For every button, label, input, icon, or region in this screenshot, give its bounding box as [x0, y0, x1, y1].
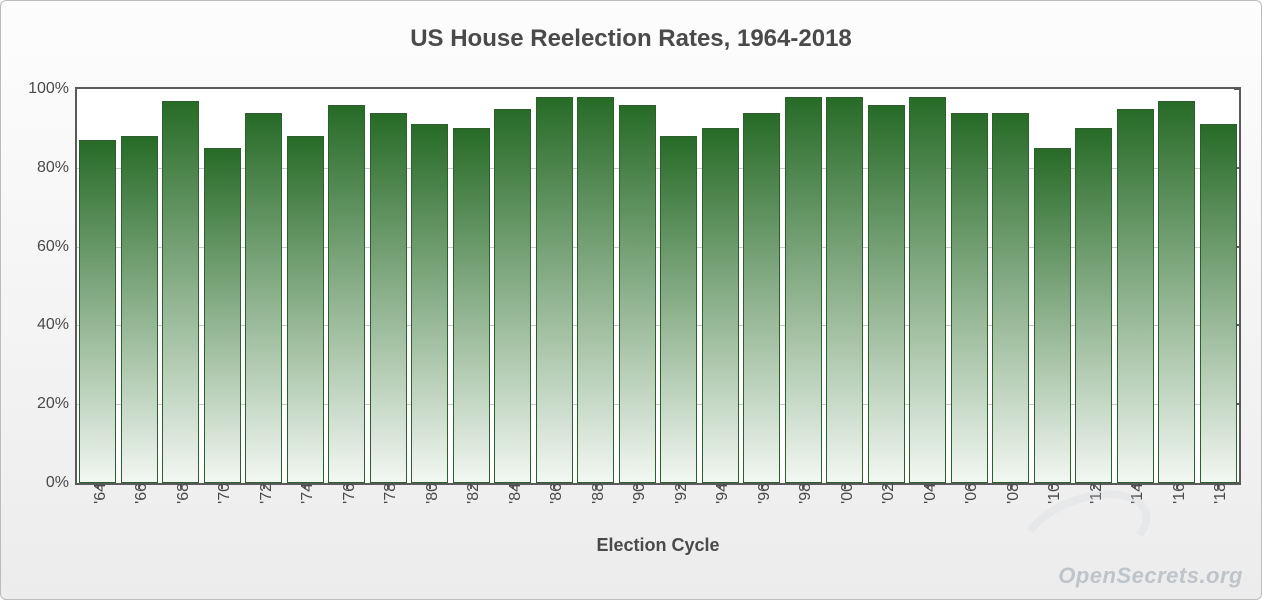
x-tick-label: '08: [999, 483, 1023, 504]
bar: [79, 140, 116, 483]
x-axis-label: Election Cycle: [77, 535, 1239, 556]
bar: [1117, 109, 1154, 483]
x-tick-label: '80: [418, 483, 442, 504]
x-tick-label: '12: [1082, 483, 1106, 504]
bar: [1075, 128, 1112, 483]
bar: [536, 97, 573, 483]
x-tick-label: '72: [252, 483, 276, 504]
bar: [1158, 101, 1195, 483]
plot-area: 0%20%40%60%80%100%'64'66'68'70'72'74'76'…: [75, 87, 1241, 485]
x-tick-label: '88: [584, 483, 608, 504]
bar: [660, 136, 697, 483]
chart-title: US House Reelection Rates, 1964-2018: [1, 25, 1261, 53]
y-tick-mark: [1234, 88, 1241, 90]
bar: [577, 97, 614, 483]
bar: [204, 148, 241, 483]
x-tick-label: '94: [708, 483, 732, 504]
y-tick-label: 40%: [37, 316, 77, 334]
y-tick-label: 20%: [37, 395, 77, 413]
bar: [992, 113, 1029, 483]
bar: [245, 113, 282, 483]
y-tick-label: 60%: [37, 238, 77, 256]
bar: [826, 97, 863, 483]
x-tick-label: '04: [916, 483, 940, 504]
x-tick-label: '06: [957, 483, 981, 504]
x-tick-label: '18: [1206, 483, 1230, 504]
bar: [1200, 124, 1237, 483]
x-tick-label: '90: [625, 483, 649, 504]
bar: [494, 109, 531, 483]
x-tick-label: '78: [376, 483, 400, 504]
y-tick-label: 80%: [37, 159, 77, 177]
x-tick-label: '68: [169, 483, 193, 504]
x-tick-label: '86: [542, 483, 566, 504]
bar: [702, 128, 739, 483]
x-tick-label: '64: [86, 483, 110, 504]
bar: [951, 113, 988, 483]
bar: [162, 101, 199, 483]
y-tick-label: 0%: [46, 474, 77, 492]
bar: [909, 97, 946, 483]
x-tick-label: '70: [210, 483, 234, 504]
x-tick-label: '82: [459, 483, 483, 504]
watermark-text: OpenSecrets.org: [1058, 563, 1243, 588]
x-tick-label: '74: [293, 483, 317, 504]
y-tick-label: 100%: [28, 80, 77, 98]
x-tick-label: '02: [874, 483, 898, 504]
bar: [121, 136, 158, 483]
x-tick-label: '16: [1165, 483, 1189, 504]
watermark: OpenSecrets.org: [1058, 563, 1243, 589]
bar: [1034, 148, 1071, 483]
x-tick-label: '00: [833, 483, 857, 504]
x-tick-label: '66: [127, 483, 151, 504]
x-tick-label: '84: [501, 483, 525, 504]
x-tick-label: '98: [791, 483, 815, 504]
bar: [328, 105, 365, 483]
bar: [743, 113, 780, 483]
bar: [453, 128, 490, 483]
bar: [785, 97, 822, 483]
bar: [370, 113, 407, 483]
x-tick-label: '14: [1123, 483, 1147, 504]
bar: [287, 136, 324, 483]
x-tick-label: '76: [335, 483, 359, 504]
bar: [619, 105, 656, 483]
bar: [411, 124, 448, 483]
x-tick-label: '92: [667, 483, 691, 504]
x-tick-label: '96: [750, 483, 774, 504]
x-tick-label: '10: [1040, 483, 1064, 504]
chart-card: US House Reelection Rates, 1964-2018 0%2…: [0, 0, 1262, 600]
bar: [868, 105, 905, 483]
